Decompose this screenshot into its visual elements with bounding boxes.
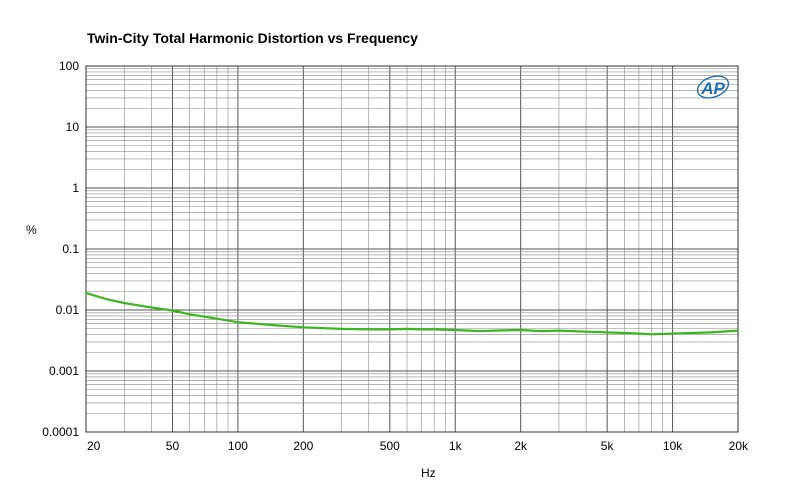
series-layer xyxy=(84,291,740,336)
y-tick-labels: 100 10 1 0.1 0.01 0.001 0.0001 xyxy=(42,59,79,439)
x-tick-label: 50 xyxy=(166,439,180,453)
series-line xyxy=(84,291,740,336)
x-tick-label: 10k xyxy=(663,439,683,453)
x-tick-label: 5k xyxy=(601,439,615,453)
plot-frame xyxy=(85,65,739,433)
x-tick-label: 2k xyxy=(514,439,528,453)
x-tick-label: 20k xyxy=(729,439,749,453)
plot-grid xyxy=(85,65,739,433)
chart-title: Twin-City Total Harmonic Distortion vs F… xyxy=(87,30,418,46)
x-tick-labels: 20 50 100 200 500 1k 2k 5k 10k 20k xyxy=(87,439,749,453)
y-tick-label: 100 xyxy=(59,59,79,73)
x-tick-label: 20 xyxy=(87,439,101,453)
x-tick-label: 1k xyxy=(449,439,463,453)
y-tick-label: 0.01 xyxy=(56,303,80,317)
y-axis-label: % xyxy=(26,223,37,237)
x-tick-label: 500 xyxy=(380,439,400,453)
x-tick-label: 100 xyxy=(228,439,248,453)
x-axis-label: Hz xyxy=(421,466,436,480)
y-tick-label: 10 xyxy=(66,120,80,134)
ap-logo-icon: AP xyxy=(696,75,730,99)
y-tick-label: 0.0001 xyxy=(42,425,79,439)
x-tick-label: 200 xyxy=(293,439,313,453)
y-tick-label: 0.001 xyxy=(49,364,79,378)
svg-text:AP: AP xyxy=(700,79,725,98)
y-tick-label: 0.1 xyxy=(62,242,79,256)
y-tick-label: 1 xyxy=(72,181,79,195)
